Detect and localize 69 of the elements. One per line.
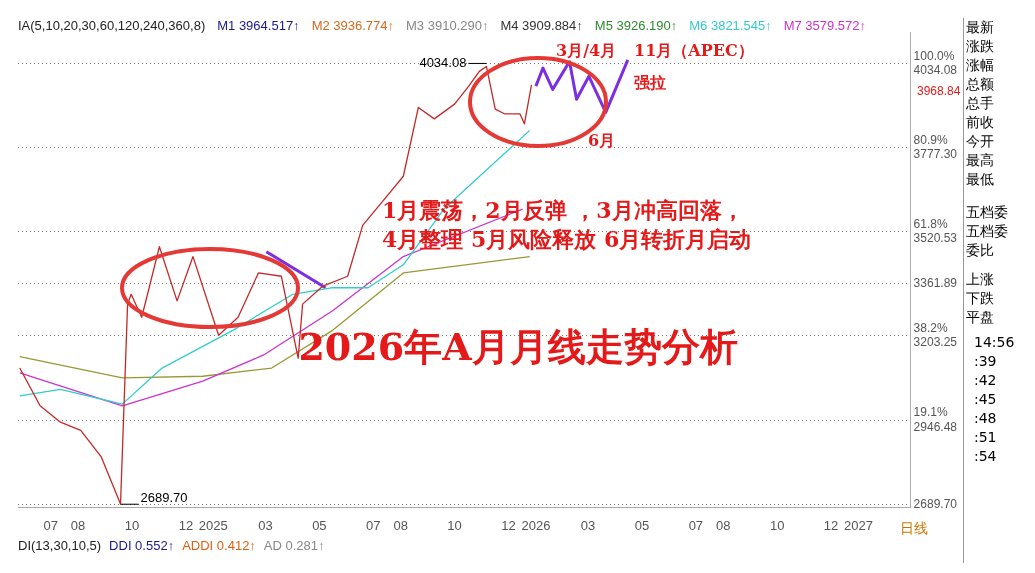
text: 五档委 (965, 203, 1009, 222)
x-tick-label: 05 (312, 517, 327, 533)
x-tick-label: 2025 (198, 517, 228, 533)
text: :42 (973, 371, 998, 390)
x-tick-label: 08 (716, 517, 731, 533)
text: 五档委 (965, 222, 1009, 241)
y-tick-label: 2689.70 (913, 496, 958, 511)
text: 委比 (965, 241, 995, 260)
x-tick-label: 12 (501, 517, 516, 533)
x-tick-label: 07 (688, 517, 704, 533)
text: 3968.84 (916, 84, 962, 98)
text: 2026年A月月线走势分析 (298, 323, 738, 369)
text: AD 0.281↑ (263, 538, 325, 553)
text: 涨幅 (965, 56, 995, 75)
text: 平盘 (965, 308, 995, 327)
y-tick-label: 19.1% 2946.48 (913, 405, 958, 434)
annotation: M3 3910.290↑ (406, 18, 489, 33)
text: 下跌 (965, 289, 995, 308)
x-tick-label: 2026 (521, 517, 551, 533)
text: 最新 (965, 18, 995, 37)
text: :54 (973, 447, 998, 466)
x-tick-label: 05 (634, 517, 650, 533)
y-tick-label: 3361.89 (913, 276, 958, 291)
annotation: M4 3909.884↑ (500, 18, 583, 33)
y-tick-label: 38.2% 3203.25 (913, 320, 958, 350)
text: :39 (973, 352, 998, 371)
text: DI(13,30,10,5) (18, 538, 102, 553)
x-tick-label: 03 (580, 517, 596, 533)
text: :48 (973, 409, 998, 428)
text: :51 (973, 428, 998, 447)
x-tick-label: 03 (258, 517, 273, 533)
x-tick-label: 10 (769, 517, 785, 533)
x-tick-label: 08 (393, 517, 408, 533)
annotation: M5 3926.190↑ (594, 18, 678, 33)
x-tick-label: 10 (447, 517, 462, 533)
text: 最高 (965, 151, 995, 170)
annotation: 3月/4月 (556, 41, 617, 61)
x-tick-label: 08 (70, 517, 86, 533)
annotation: M2 3936.774↑ (311, 18, 395, 33)
text: 14:56 (973, 333, 1016, 352)
text: 上涨 (965, 270, 995, 289)
annotation: 6月 (588, 131, 616, 151)
y-tick-label: 61.8% 3520.53 (913, 216, 958, 246)
x-tick-label: 10 (124, 517, 140, 533)
text: :45 (973, 390, 998, 409)
text: 总额 (965, 75, 995, 94)
annotation: M1 3964.517↑ (217, 18, 300, 33)
x-tick-label: 2027 (844, 517, 873, 533)
text: 前收 (965, 113, 995, 132)
y-tick-label: 80.9% 3777.30 (913, 132, 958, 162)
annotation: 强拉 (634, 73, 666, 93)
text: DDI 0.552↑ (109, 538, 175, 553)
text: 涨跌 (965, 37, 995, 56)
x-tick-label: 12 (178, 517, 194, 533)
annotation: 11月（APEC） (634, 41, 754, 61)
annotation: M6 3821.545↑ (689, 18, 772, 33)
y-tick-label: 100.0% 4034.08 (913, 48, 958, 77)
text: ADDI 0.412↑ (182, 538, 256, 553)
x-tick-label: 07 (43, 517, 58, 533)
text: 总手 (965, 94, 995, 113)
x-tick-label: 07 (366, 517, 381, 533)
text: 最低 (965, 170, 995, 189)
annotation: 2689.70 (140, 489, 188, 505)
annotation: IA(5,10,20,30,60,120,240,360,8) (18, 18, 206, 33)
annotation: M7 3579.572↑ (783, 18, 867, 33)
text: 日线 (900, 520, 928, 538)
text: 今开 (965, 132, 995, 151)
x-tick-label: 12 (823, 517, 839, 533)
annotation: 4034.08 (419, 55, 467, 71)
